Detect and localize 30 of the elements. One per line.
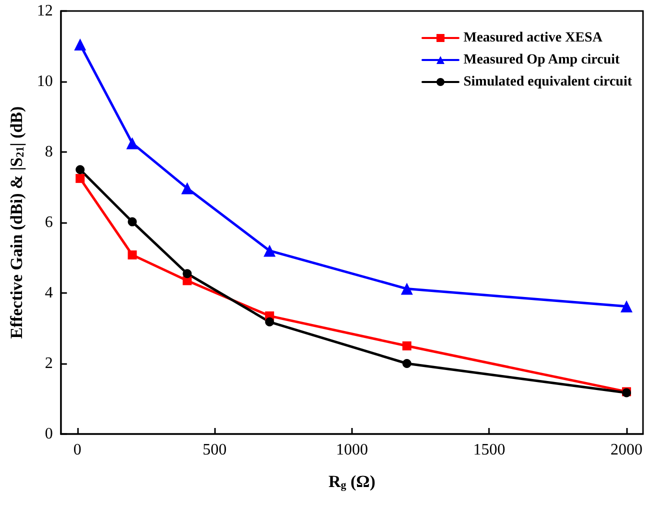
point [76,174,85,183]
point [128,250,137,260]
y-tick-label: 12 [36,2,53,20]
point [126,137,138,150]
x-tick-label: 1000 [336,442,368,458]
legend-label: Measured Op Amp circuit [463,52,620,68]
y-tick-label: 0 [44,426,53,442]
y-tick-label: 6 [44,214,53,231]
legend-label: Simulated equivalent circuit [463,74,632,90]
x-tick-label: 0 [73,442,82,458]
point [264,244,276,257]
legend-label: Measured active XESA [463,30,604,46]
y-tick-label: 4 [44,284,53,302]
point [620,300,633,312]
point [265,317,274,326]
x-tick-label: 1500 [473,442,506,458]
y-tick-label: 8 [44,144,53,160]
point [76,165,85,174]
point [74,38,86,50]
point [128,217,137,226]
y-tick-label: 2 [44,355,53,372]
point [402,359,412,368]
x-tick-label: 500 [202,442,227,458]
x-tick-label: 2000 [610,442,643,458]
point [181,182,194,194]
y-axis-title: Effective Gain (dBi) & |S21| (dB) [7,106,26,339]
point [402,341,412,350]
point [400,282,413,295]
point [182,269,192,278]
y-tick-label: 10 [36,73,53,90]
